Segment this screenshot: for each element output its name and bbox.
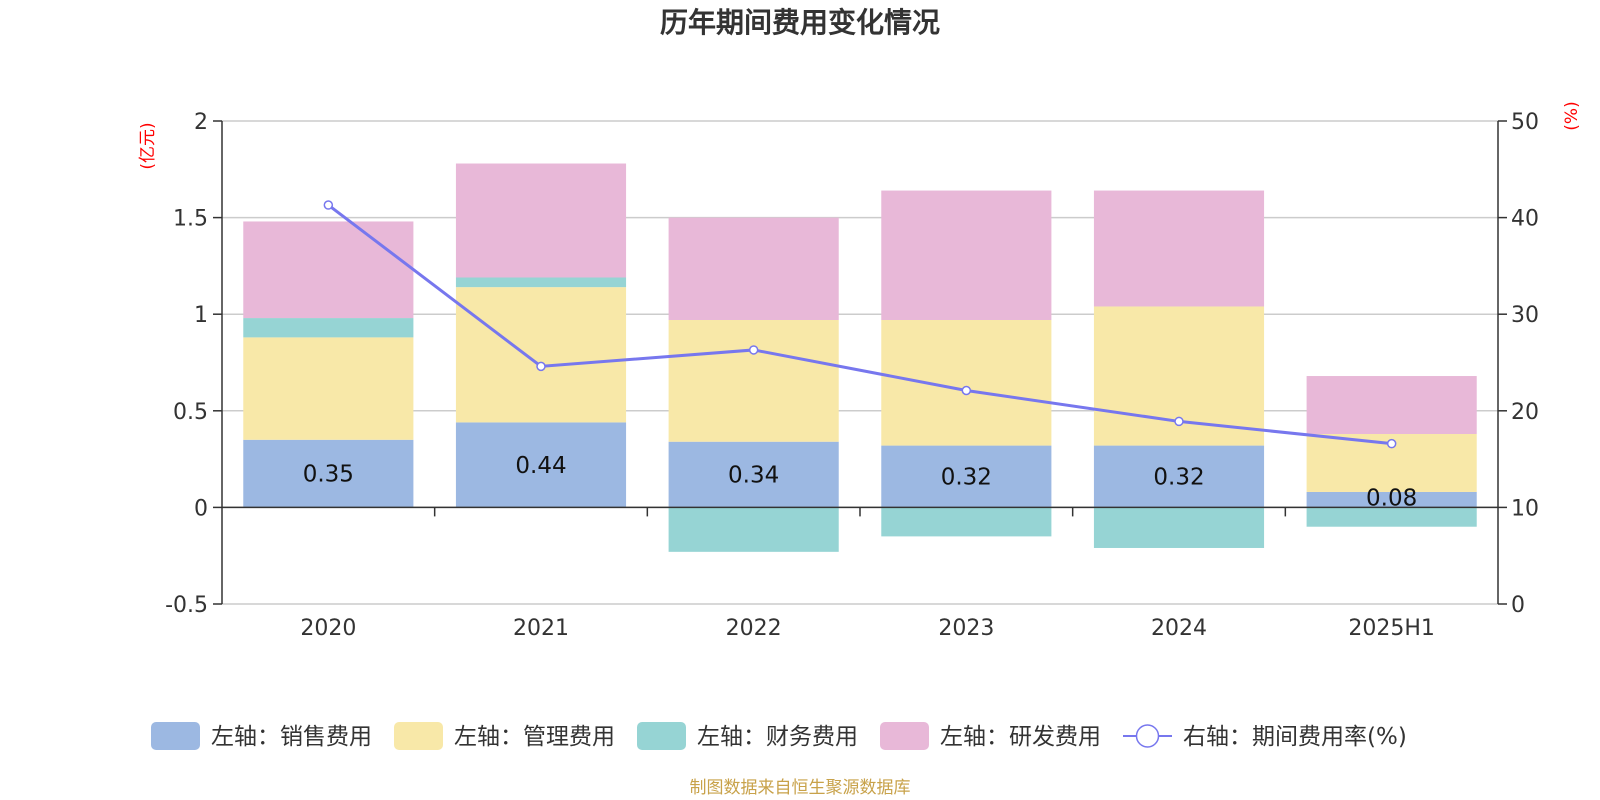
- bar-data-label: 0.32: [1153, 464, 1204, 490]
- data-labels-layer: 0.35 0.44 0.34 0.32 0.32 0.08: [303, 453, 1418, 512]
- left-tick-label: -0.5: [165, 593, 208, 618]
- bar-data-label: 0.34: [728, 463, 779, 489]
- left-tick-label: 1.5: [173, 207, 208, 232]
- rate-point: [748, 345, 759, 355]
- rate-line-layer: [323, 200, 1397, 449]
- legend-swatch: [151, 722, 200, 750]
- x-tick-label: 2024: [1151, 616, 1207, 641]
- bar-segment: [455, 422, 627, 508]
- legend-label: 左轴：研发费用: [940, 724, 1101, 750]
- rate-line: [327, 203, 1392, 446]
- legend-swatch: [394, 722, 443, 750]
- bars-layer: [243, 163, 1477, 552]
- rate-point: [536, 361, 546, 372]
- bar-segment: [455, 287, 627, 423]
- bar-segment: [243, 439, 414, 508]
- rate-point: [1174, 416, 1184, 427]
- legend-label: 左轴：管理费用: [454, 724, 615, 750]
- bar-segment: [668, 441, 839, 508]
- legend-label: 右轴：期间费用率(%): [1183, 724, 1407, 750]
- legend-swatch: [880, 722, 929, 750]
- legend-marker-swatch: [1135, 724, 1160, 748]
- bar-segment: [1093, 507, 1265, 548]
- legend: 左轴：销售费用 左轴：管理费用 左轴：财务费用 左轴：研发费用 右轴：期间费用率(%): [151, 722, 1407, 750]
- rate-point: [323, 200, 334, 210]
- bar-segment: [243, 337, 414, 440]
- legend-swatch: [637, 722, 686, 750]
- legend-label: 左轴：财务费用: [697, 724, 858, 750]
- bar-segment: [243, 318, 414, 338]
- left-axis-unit: (亿元): [138, 122, 158, 169]
- bar-data-label: 0.32: [941, 464, 992, 490]
- bar-data-label: 0.08: [1366, 485, 1417, 511]
- legend-label: 左轴：销售费用: [211, 724, 372, 750]
- x-tick-label: 2025H1: [1348, 616, 1435, 641]
- bar-segment: [881, 445, 1052, 508]
- bar-segment: [668, 507, 839, 552]
- bar-segment: [1093, 445, 1265, 508]
- left-tick-label: 2: [194, 110, 208, 135]
- right-axis-unit: (%): [1562, 101, 1582, 130]
- bar-segment: [881, 190, 1052, 320]
- right-tick-label: 30: [1511, 303, 1539, 328]
- bar-segment: [1093, 190, 1265, 307]
- bar-data-label: 0.44: [515, 453, 566, 479]
- rate-point: [1386, 438, 1397, 449]
- chart-title: 历年期间费用变化情况: [660, 6, 940, 39]
- bar-segment: [1306, 376, 1477, 434]
- right-tick-label: 10: [1511, 496, 1539, 521]
- bar-segment: [243, 221, 414, 319]
- bar-segment: [1306, 507, 1477, 527]
- left-tick-label: 1: [194, 303, 208, 328]
- bar-data-label: 0.35: [303, 462, 354, 488]
- left-tick-label: 0.5: [173, 400, 208, 425]
- right-tick-label: 50: [1511, 110, 1539, 135]
- bar-segment: [455, 163, 627, 278]
- bar-segment: [455, 277, 627, 288]
- right-tick-label: 20: [1511, 400, 1539, 425]
- x-tick-label: 2020: [300, 616, 356, 641]
- rate-point: [961, 385, 972, 396]
- x-tick-label: 2023: [938, 616, 994, 641]
- right-tick-label: 0: [1511, 593, 1525, 618]
- axes-layer: 2 1.5 1 0.5 0 -0.5 50 40 30 20 10 0 2020 2021 2022 2023…: [165, 110, 1539, 641]
- source-note: 制图数据来自恒生聚源数据库: [690, 778, 911, 798]
- bar-segment: [1306, 491, 1477, 508]
- right-tick-label: 40: [1511, 207, 1539, 232]
- x-tick-label: 2022: [726, 616, 782, 641]
- bar-segment: [668, 217, 839, 320]
- left-tick-label: 0: [194, 496, 208, 521]
- bar-segment: [881, 507, 1052, 537]
- bar-segment: [881, 319, 1052, 446]
- bar-segment: [668, 319, 839, 442]
- x-tick-label: 2021: [513, 616, 569, 641]
